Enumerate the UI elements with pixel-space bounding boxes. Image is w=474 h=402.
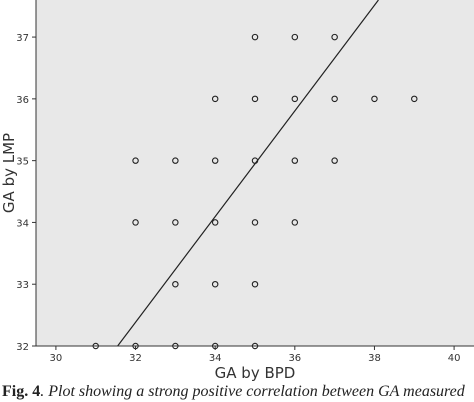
plot-area [36,0,474,346]
data-point [291,219,299,226]
data-point [291,95,299,103]
data-point [331,95,338,103]
x-tick-label: 40 [448,353,461,364]
data-point [291,33,299,41]
y-tick-label: 36 [16,95,29,106]
data-point [331,157,338,164]
figure-caption: Fig. 4. Plot showing a strong positive c… [2,383,474,402]
data-point [211,219,219,226]
data-point [251,33,259,41]
x-axis-title: GA by BPD [215,364,296,382]
data-point [291,157,299,164]
data-point [172,157,179,164]
y-tick-label: 33 [16,280,29,291]
data-point [172,280,179,288]
y-axis-title: GA by LMP [0,133,18,213]
data-point [331,33,338,41]
data-point [132,219,139,226]
data-point [411,95,418,103]
y-tick-label: 37 [16,33,29,44]
x-tick-label: 30 [50,353,63,364]
data-point [251,280,259,288]
x-tick-label: 34 [209,353,222,364]
data-point [371,95,378,103]
y-tick-label: 32 [16,342,29,353]
y-tick-label: 34 [16,218,29,229]
scatter-chart: 30 32 34 36 38 40 32 33 34 35 36 37 GA by BPD GA by… [0,0,474,382]
x-tick-label: 36 [288,353,301,364]
data-point [251,95,259,103]
data-point [211,280,219,288]
data-point [251,157,259,164]
x-tick-label: 32 [129,353,142,364]
y-tick-label: 35 [16,157,29,168]
figure-caption-label: Fig. 4 [2,383,41,400]
figure-caption-text: . Plot showing a strong positive correla… [40,383,465,400]
fit-line [117,0,379,347]
data-point [211,95,219,103]
data-point [172,219,179,226]
x-tick-label: 38 [368,353,381,364]
data-point [211,157,219,164]
data-point [132,157,139,164]
data-point [251,219,259,226]
